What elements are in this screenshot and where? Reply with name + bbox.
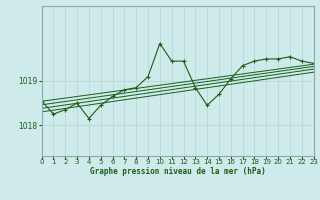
X-axis label: Graphe pression niveau de la mer (hPa): Graphe pression niveau de la mer (hPa) [90,167,266,176]
